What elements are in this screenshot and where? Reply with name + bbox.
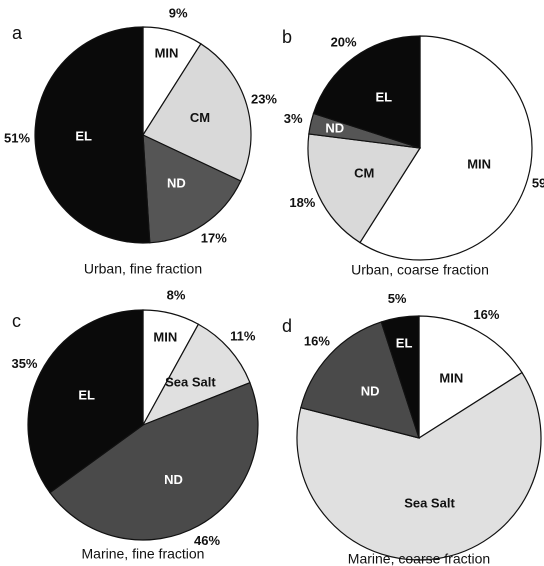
pie-title: Urban, fine fraction [84,261,202,277]
slice-label: Sea Salt [165,375,216,390]
percent-label: 3% [284,111,303,126]
pie-slice [359,35,533,261]
percent-label: 23% [251,91,277,106]
pie-slice [27,309,144,494]
pie-slice [141,323,251,427]
pie-title: Marine, fine fraction [82,546,205,562]
percent-label: 5% [388,291,407,306]
slice-label: EL [78,388,95,403]
pie-slice [142,42,252,182]
percent-label: 9% [169,5,188,20]
panel-letter: d [282,316,292,336]
slice-label: ND [164,472,183,487]
percent-label: 16% [473,307,499,322]
pie-slice [142,134,242,244]
slice-label: EL [396,335,413,350]
percent-label: 51% [4,130,30,145]
pie-slice [49,381,259,541]
pie-slice [34,26,151,244]
slice-label: EL [75,128,92,143]
percent-label: 8% [167,288,186,303]
slice-label: ND [325,120,344,135]
pie-slice [418,315,523,440]
pie-title: Marine, coarse fraction [348,551,490,566]
slice-label: ND [167,176,186,191]
percent-label: 35% [11,356,37,371]
pie-slice [300,321,420,439]
percent-label: 20% [331,34,357,49]
slice-label: MIN [439,371,463,386]
slice-label: ND [361,384,380,399]
slice-label: MIN [467,157,491,172]
panel-letter: b [282,27,292,47]
pie-slice [307,133,422,244]
percent-label: 59% [532,176,544,191]
percent-label: 46% [194,533,220,548]
slice-label: Sea Salt [404,496,455,511]
slice-label: CM [354,166,374,181]
pie-slice [380,315,420,439]
pie-slice [296,371,542,561]
percent-label: 16% [304,334,330,349]
slice-label: EL [375,90,392,105]
percent-label: 17% [201,231,227,246]
slice-label: MIN [155,46,179,61]
panel-letter: a [12,23,23,43]
percent-label: 18% [289,195,315,210]
slice-label: MIN [153,330,177,345]
percent-label: 11% [230,328,256,343]
slice-label: CM [190,110,210,125]
pie-slice [312,35,421,149]
pie-title: Urban, coarse fraction [351,262,489,278]
panel-letter: c [12,311,21,331]
